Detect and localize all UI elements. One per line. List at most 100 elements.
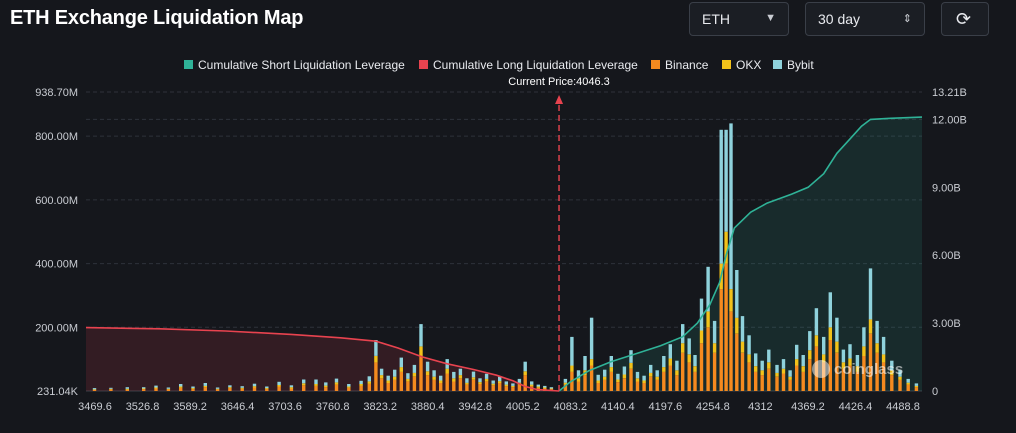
bar-binance	[359, 385, 363, 391]
cumulative-lines	[85, 116, 923, 392]
bar-binance	[334, 384, 339, 391]
bar-binance	[511, 387, 515, 391]
bar-okx	[498, 381, 502, 383]
bar-okx	[543, 387, 547, 389]
watermark: coinglass	[812, 360, 903, 378]
bar-bybit	[425, 361, 430, 372]
bar-okx	[511, 385, 515, 388]
period-select[interactable]: 30 day ⇕	[805, 2, 925, 36]
bar-binance	[747, 362, 751, 391]
bar-binance	[523, 375, 527, 391]
bar-binance	[693, 371, 697, 391]
bar-okx	[324, 385, 328, 388]
bar-okx	[881, 354, 886, 363]
bar-bybit	[668, 344, 672, 359]
bar-okx	[432, 376, 436, 380]
chart-legend: Cumulative Short Liquidation Leverage Cum…	[184, 58, 814, 72]
legend-item[interactable]: Bybit	[773, 58, 814, 72]
bar-bybit	[629, 350, 633, 363]
bar-okx	[314, 384, 318, 386]
bar-binance	[754, 371, 758, 391]
bar-binance	[622, 378, 627, 391]
bar-bybit	[754, 353, 758, 367]
bar-binance	[302, 385, 306, 391]
legend-item[interactable]: Cumulative Long Liquidation Leverage	[419, 58, 638, 72]
x-tick-label: 4197.6	[649, 401, 683, 413]
bar-bybit	[706, 266, 710, 312]
bar-okx	[379, 375, 384, 379]
symbol-select[interactable]: ETH ▼	[689, 2, 789, 36]
bar-bybit	[452, 371, 456, 379]
legend-item[interactable]: Binance	[651, 58, 709, 72]
bar-okx	[767, 362, 771, 369]
bar-binance	[729, 311, 733, 391]
bar-bybit	[265, 386, 269, 389]
x-tick-label: 3469.6	[78, 401, 112, 413]
x-tick-label: 4488.8	[886, 401, 920, 413]
bar-okx	[801, 366, 805, 372]
legend-item[interactable]: OKX	[722, 58, 761, 72]
bar-bybit	[747, 335, 751, 355]
x-axis: 3469.6 3526.8 3589.2 3646.4 3703.6 3760.8 3823…	[78, 401, 920, 413]
bar-bybit	[347, 384, 351, 387]
bar-bybit	[808, 331, 812, 351]
x-tick-label: 3823.2	[363, 401, 397, 413]
bar-bybit	[92, 388, 97, 390]
bar-okx	[706, 311, 710, 328]
bar-binance	[498, 383, 502, 391]
y-right-tick-label: 12.00B	[932, 114, 967, 126]
bar-binance	[252, 387, 257, 391]
bar-bybit	[504, 381, 508, 385]
bar-okx	[445, 368, 449, 374]
bar-binance	[681, 352, 685, 391]
legend-swatch	[722, 60, 731, 69]
bar-okx	[754, 366, 758, 372]
bar-bybit	[642, 375, 646, 381]
current-price-arrow-icon	[555, 95, 564, 104]
bar-binance	[142, 389, 146, 391]
bar-okx	[729, 289, 733, 312]
bar-bybit	[563, 378, 568, 383]
bar-okx	[681, 343, 685, 353]
bar-bybit	[855, 355, 860, 367]
bar-binance	[277, 386, 281, 391]
bar-okx	[855, 366, 860, 372]
period-select-value: 30 day	[818, 11, 861, 27]
bar-okx	[419, 346, 423, 356]
bar-okx	[92, 389, 97, 390]
refresh-button[interactable]: ⟳	[941, 2, 989, 36]
bar-binance	[881, 362, 886, 391]
bar-binance	[379, 378, 384, 391]
bar-bybit	[596, 374, 600, 381]
bar-bybit	[687, 338, 691, 355]
bar-binance	[890, 375, 894, 391]
x-tick-label: 3646.4	[221, 401, 255, 413]
y-left-tick-label: 938.70M	[35, 87, 78, 99]
legend-item[interactable]: Cumulative Short Liquidation Leverage	[184, 58, 405, 72]
bar-okx	[828, 327, 832, 340]
bar-okx	[484, 378, 489, 382]
bar-binance	[629, 368, 633, 391]
bar-bybit	[675, 360, 679, 371]
bar-binance	[795, 365, 799, 391]
bar-bybit	[719, 129, 723, 264]
bar-bybit	[478, 378, 482, 383]
bar-bybit	[289, 385, 294, 388]
bar-bybit	[735, 270, 739, 318]
bar-binance	[504, 386, 508, 391]
bar-okx	[668, 358, 672, 366]
bar-binance	[203, 387, 207, 391]
bar-binance	[484, 381, 489, 391]
x-tick-label: 4005.2	[506, 401, 540, 413]
bar-bybit	[517, 378, 522, 383]
bar-binance	[835, 352, 839, 391]
bar-binance	[675, 375, 679, 391]
bar-bybit	[740, 316, 745, 342]
bar-okx	[775, 372, 779, 377]
bar-okx	[699, 330, 704, 344]
bar-binance	[166, 389, 171, 391]
bar-bybit	[498, 376, 502, 382]
bar-okx	[125, 388, 129, 390]
bar-bybit	[795, 344, 799, 360]
cumulative-short-area	[559, 117, 922, 391]
